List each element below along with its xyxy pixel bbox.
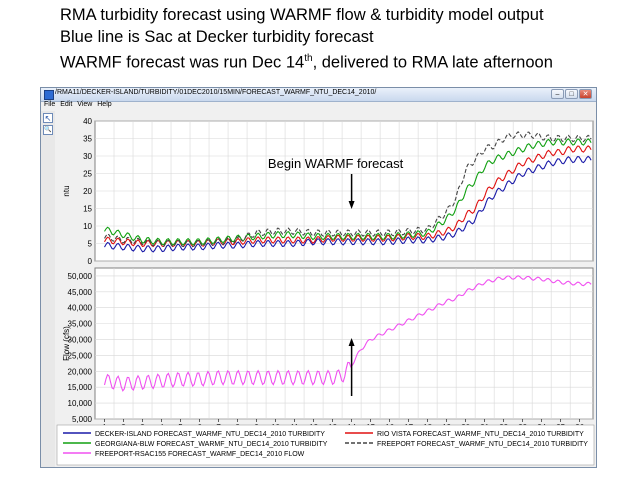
chart-panel-2: 5,000 10,000 15,000 20,000 25,000 30,000 35,00… — [62, 267, 594, 442]
legend-label-freeport: FREEPORT FORECAST_WARMF_NTU_DEC14_2010 T… — [377, 441, 588, 448]
menu-edit[interactable]: Edit — [60, 101, 73, 108]
title-line-1: RMA turbidity forecast using WARMF flow … — [60, 6, 544, 24]
y-tick-label: 10 — [83, 222, 92, 231]
legend-label-flow: FREEPORT-RSAC155 FORECAST_WARMF_DEC14_20… — [95, 451, 305, 458]
annotation-arrowhead — [348, 201, 355, 209]
y-tick-label: 15,000 — [68, 383, 93, 392]
window-titlebar[interactable]: /RMA11/DECKER-ISLAND/TURBIDITY/01DEC2010… — [41, 88, 596, 102]
y-tick-label: 0 — [88, 257, 93, 266]
legend-label-decker: DECKER-ISLAND FORECAST_WARMF_NTU_DEC14_2… — [95, 431, 325, 438]
minimize-button[interactable]: – — [551, 89, 564, 99]
menubar: File Edit View Help — [41, 101, 596, 111]
series-line-georgiana — [104, 138, 592, 246]
series-line-flow — [103, 275, 592, 392]
pointer-tool-icon[interactable]: ↖ — [43, 113, 53, 123]
close-button[interactable]: ✕ — [579, 89, 592, 99]
menu-file[interactable]: File — [44, 101, 56, 108]
chart-panel-1: 0 5 10 15 20 25 30 35 40 ntu Begin WARMF forecast — [62, 117, 594, 266]
annotation-text: Begin WARMF forecast — [268, 156, 404, 171]
series-line-decker — [104, 155, 592, 253]
zoom-tool-icon[interactable]: 🔍 — [43, 125, 53, 135]
plot-background — [94, 267, 594, 420]
annotation-arrowhead — [348, 338, 355, 346]
toolstrip: ↖ 🔍 — [41, 111, 55, 467]
chart-svg: 0 5 10 15 20 25 30 35 40 ntu Begin WARMF forecast 5… — [56, 117, 595, 466]
maximize-button[interactable]: □ — [565, 89, 578, 99]
legend-label-georgiana: GEORGIANA-BLW FORECAST_WARMF_NTU_DEC14_2… — [95, 441, 328, 448]
legend: DECKER-ISLAND FORECAST_WARMF_NTU_DEC14_2… — [56, 424, 595, 466]
title-line-3: WARMF forecast was run Dec 14th, deliver… — [60, 48, 553, 74]
y-tick-label: 35 — [83, 135, 92, 144]
app-icon — [44, 90, 54, 100]
y-tick-label: 5,000 — [72, 415, 93, 424]
menu-view[interactable]: View — [77, 101, 93, 108]
y-tick-label: 40 — [83, 117, 92, 126]
dss-plot-window: /RMA11/DECKER-ISLAND/TURBIDITY/01DEC2010… — [40, 87, 597, 468]
y-tick-label: 25 — [83, 170, 92, 179]
y-tick-label: 15 — [83, 205, 92, 214]
y-axis-label: Flow (cfs) — [62, 326, 71, 361]
title-line-3-end: , delivered to RMA late afternoon — [312, 53, 553, 72]
y-tick-label: 25,000 — [68, 351, 93, 360]
y-tick-label: 45,000 — [68, 288, 93, 297]
menu-help[interactable]: Help — [97, 101, 112, 108]
y-tick-label: 30 — [83, 152, 92, 161]
y-tick-label: 20,000 — [68, 367, 93, 376]
y-axis-label: ntu — [62, 185, 71, 196]
legend-box — [56, 424, 595, 466]
y-tick-label: 50,000 — [68, 272, 93, 281]
window-title: /RMA11/DECKER-ISLAND/TURBIDITY/01DEC2010… — [55, 89, 377, 96]
title-line-2: Blue line is Sac at Decker turbidity for… — [60, 28, 374, 46]
y-tick-label: 40,000 — [68, 304, 93, 313]
title-line-3-start: WARMF forecast was run Dec 14 — [60, 53, 305, 72]
legend-label-riovista: RIO VISTA FORECAST_WARMF_NTU_DEC14_2010 … — [377, 431, 584, 438]
slide-title: RMA turbidity forecast using WARMF flow … — [60, 4, 553, 74]
title-line-3-superscript: th — [304, 53, 313, 64]
y-tick-label: 20 — [83, 187, 92, 196]
y-tick-label: 35,000 — [68, 320, 93, 329]
plot-area: 0 5 10 15 20 25 30 35 40 ntu Begin WARMF forecast 5… — [55, 111, 596, 467]
y-tick-label: 30,000 — [68, 336, 93, 345]
y-tick-label: 5 — [88, 240, 93, 249]
y-tick-label: 10,000 — [68, 399, 93, 408]
series-line-freeport — [104, 131, 592, 248]
